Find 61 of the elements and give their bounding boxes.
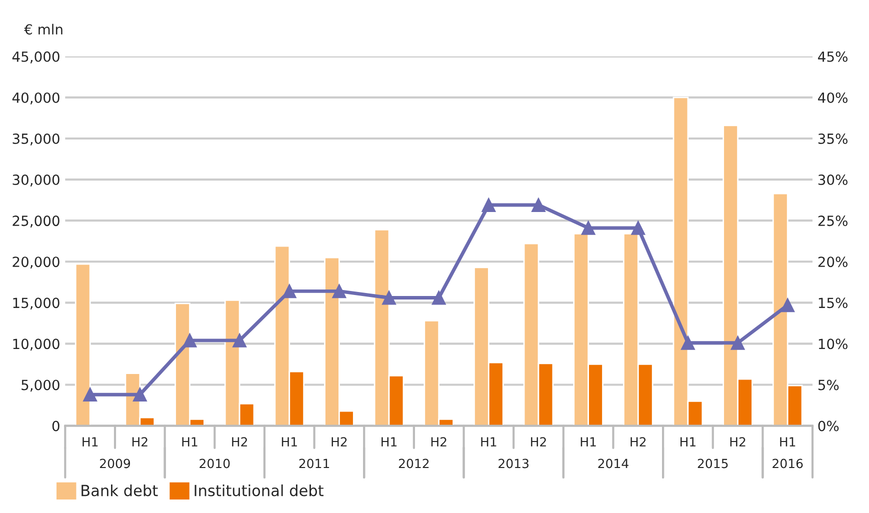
point [681,336,695,350]
point [232,333,246,348]
y2-tick-label: 25% [818,216,848,226]
x-tick-label: H2 [531,437,546,446]
y-axis-title: € mln [24,24,62,35]
x-tick-label: H2 [332,437,347,446]
text: 2012 [398,458,429,468]
y2-tick-label: 30% [818,174,848,186]
y-tick-label: 10,000 [13,338,60,351]
y2-tick-label: 45% [818,51,848,62]
point [182,333,197,348]
text: 2010 [200,458,230,468]
point [282,284,296,298]
y-tick-label: 25,000 [12,216,60,228]
legend-label: Institutional debt [194,484,324,496]
point [382,290,396,305]
x-tick-label: H1 [580,437,596,446]
point [631,221,646,235]
x-tick-label: H2 [132,437,148,446]
x-tick-label: H1 [481,437,496,446]
y2-tick-label: 35% [818,133,848,144]
y2-tick-label: 15% [818,298,848,308]
y-tick-label: 0 [52,420,60,432]
x-tick-label: H2 [630,437,646,446]
x-tick-label: H1 [780,437,796,446]
text: 2015 [698,458,728,468]
x-tick-label: H2 [730,437,746,446]
x-tick-label: H2 [232,437,247,446]
y-tick-label: 5,000 [22,380,60,392]
x-tick-label: H1 [680,437,696,446]
point [532,198,546,212]
x-tick-label: H2 [431,437,446,446]
bar [74,263,91,426]
y2-tick-label: 20% [818,256,848,268]
y-tick-label: 35,000 [12,133,60,146]
point [432,290,446,305]
point [730,336,745,350]
text: 2013 [498,458,528,468]
text: 2009 [100,458,130,468]
point [332,284,346,298]
x-tick-label: H1 [82,437,98,446]
y-tick-label: 40,000 [12,92,60,104]
y2-tick-label: 0% [818,420,839,432]
point [482,198,496,212]
y-tick-label: 45,000 [12,51,60,64]
x-tick-label: H1 [382,437,397,446]
y-tick-label: 20,000 [12,256,60,269]
y-tick-label: 15,000 [13,298,60,310]
y2-tick-label: 40% [818,92,848,103]
text: 2011 [299,458,330,468]
text: 2014 [598,458,628,468]
x-tick-label: H1 [182,437,198,446]
legend-label: Bank debt [82,484,158,496]
y-tick-label: 30,000 [12,174,60,186]
point [581,221,596,235]
point [83,388,98,402]
y2-tick-label: 5% [818,380,839,390]
text: 2016 [772,458,803,468]
y2-tick-label: 10% [818,338,848,350]
x-tick-label: H1 [282,437,297,446]
point [780,298,795,312]
